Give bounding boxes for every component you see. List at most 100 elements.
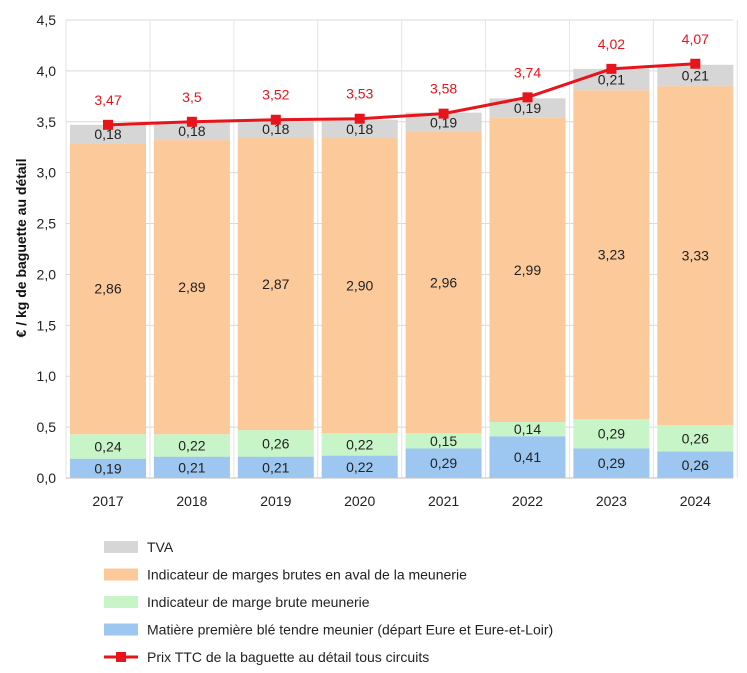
y-tick-label: 3,0	[37, 165, 57, 181]
segment-label: 0,24	[94, 438, 121, 454]
segment-label: 2,96	[430, 275, 457, 291]
price-label: 3,74	[514, 64, 541, 80]
price-label: 3,52	[262, 87, 289, 103]
price-label: 4,07	[682, 31, 709, 47]
price-point	[606, 63, 617, 74]
segment-label: 0,29	[598, 455, 625, 471]
segment-label: 0,26	[682, 430, 709, 446]
bar-segment	[70, 434, 146, 459]
bar-segment	[405, 131, 482, 434]
bar-segment	[70, 458, 146, 478]
x-tick-label: 2022	[512, 493, 543, 509]
legend-label: Indicateur de marges brutes en aval de l…	[147, 567, 467, 583]
price-point	[270, 114, 281, 125]
x-tick-label: 2021	[428, 493, 459, 509]
segment-label: 0,18	[178, 123, 205, 139]
bar-segment	[70, 124, 146, 144]
x-tick-label: 2023	[596, 493, 627, 509]
price-point	[103, 119, 113, 130]
bar-segment	[237, 119, 314, 139]
y-tick-label: 2,5	[37, 216, 57, 232]
legend: TVA Indicateur de marges brutes en aval d…	[104, 539, 553, 665]
price-label: 4,02	[598, 36, 625, 52]
legend-swatch	[104, 623, 138, 636]
bar-segment	[657, 425, 734, 452]
segment-label: 0,18	[346, 121, 373, 137]
segment-label: 0,26	[682, 457, 709, 473]
segment-label: 0,22	[178, 437, 205, 453]
bar-segment	[153, 140, 230, 435]
price-line: 3,47 3,5 3,52 3,53 3,58 3,74 4,02 4,07	[94, 31, 709, 130]
bar-segment	[153, 121, 230, 141]
y-tick-label: 4,0	[37, 63, 57, 79]
bar-segment	[489, 436, 566, 478]
y-tick-label: 1,0	[37, 368, 57, 384]
price-point	[690, 58, 701, 69]
price-label: 3,47	[94, 92, 121, 108]
bar-segment	[321, 455, 398, 478]
segment-label: 2,90	[346, 278, 373, 294]
bar-segment	[573, 90, 650, 419]
segment-label: 0,41	[514, 449, 541, 465]
bar-segment	[321, 119, 398, 139]
segment-label: 0,14	[514, 421, 541, 437]
segment-label: 0,22	[346, 436, 373, 452]
legend-swatch	[104, 541, 138, 553]
bar-segment	[657, 86, 734, 426]
segment-label: 0,18	[94, 126, 121, 142]
legend-label: Matière première blé tendre meunier (dép…	[147, 622, 553, 638]
y-axis: 0,0 0,5 1,0 1,5 2,0 2,5 3,0 3,5 4,0 4,5	[37, 12, 57, 486]
bar-segment	[70, 143, 146, 435]
x-axis: 2017 2018 2019 2020 2021 2022 2023 2024	[92, 493, 711, 509]
bar-segment	[489, 98, 566, 118]
segment-label: 0,21	[262, 459, 289, 475]
bar-segment	[657, 451, 734, 478]
segment-label: 3,23	[598, 247, 625, 263]
y-tick-label: 4,5	[37, 12, 57, 28]
segment-label: 2,87	[262, 276, 289, 292]
bar-segment	[153, 434, 230, 457]
price-label: 3,58	[430, 81, 457, 97]
bar-segment	[237, 138, 314, 431]
segment-label: 0,19	[430, 114, 457, 130]
segment-label: 0,19	[514, 100, 541, 116]
legend-line-marker	[116, 652, 126, 662]
price-label: 3,5	[182, 89, 202, 105]
y-tick-label: 0,0	[37, 470, 57, 486]
segment-label: 0,26	[262, 435, 289, 451]
segment-label: 3,33	[682, 248, 709, 264]
y-tick-label: 0,5	[37, 419, 57, 435]
y-tick-label: 1,5	[37, 317, 57, 333]
bar-segment	[153, 456, 230, 478]
bars: 0,19 0,24 2,86 0,18 0,21 0,22 2,89 0,18 0,21 0,26…	[66, 64, 734, 479]
bar-segment	[405, 433, 482, 449]
price-point	[438, 108, 449, 119]
x-tick-label: 2017	[92, 493, 123, 509]
segment-label: 0,21	[178, 459, 205, 475]
segment-label: 0,21	[598, 72, 625, 88]
segment-label: 0,15	[430, 433, 457, 449]
price-point	[522, 92, 533, 103]
bar-segment	[321, 138, 398, 434]
bar-segment	[321, 433, 398, 456]
y-tick-label: 2,0	[37, 266, 57, 282]
legend-label: Prix TTC de la baguette au détail tous c…	[147, 649, 429, 665]
legend-swatch	[104, 568, 138, 581]
legend-swatch	[104, 596, 138, 608]
segment-label: 0,18	[262, 121, 289, 137]
bar-segment	[573, 448, 650, 478]
x-tick-label: 2019	[260, 493, 291, 509]
segment-label: 0,21	[682, 67, 709, 83]
price-point	[186, 116, 197, 127]
x-tick-label: 2024	[680, 493, 711, 509]
y-tick-label: 3,5	[37, 114, 57, 130]
bar-segment	[405, 448, 482, 478]
bar-segment	[237, 430, 314, 457]
segment-label: 2,89	[178, 279, 205, 295]
price-point	[354, 113, 365, 124]
bar-segment	[237, 456, 314, 478]
legend-label: Indicateur de marge brute meunerie	[147, 594, 370, 610]
bar-segment	[405, 112, 482, 132]
price-series-line	[107, 62, 696, 127]
